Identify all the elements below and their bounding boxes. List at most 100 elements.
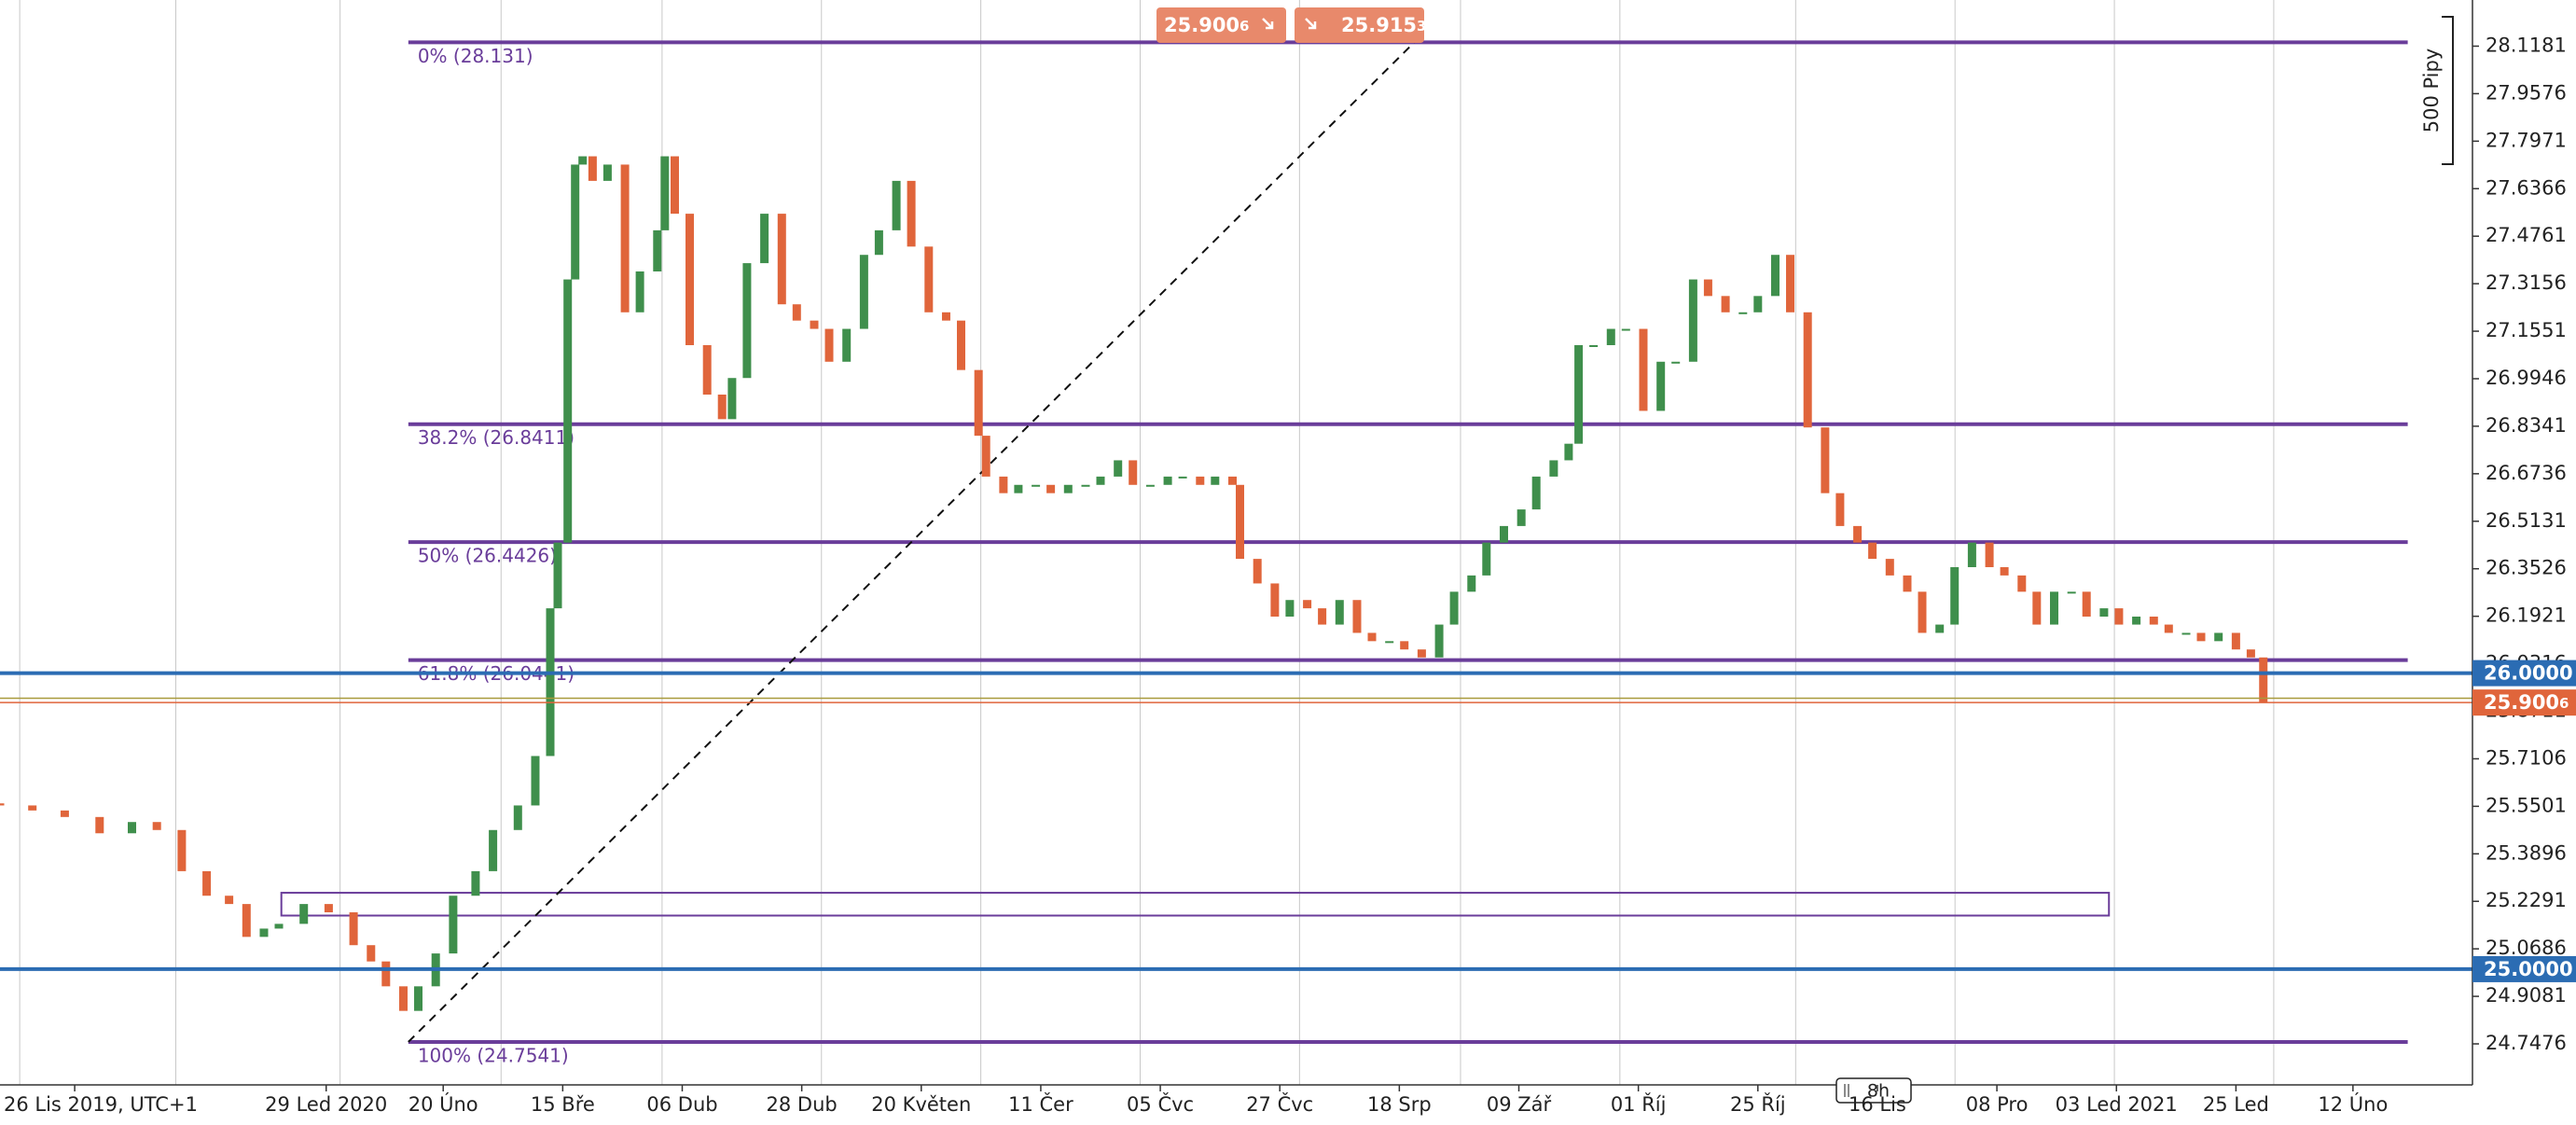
candle-body	[1285, 600, 1295, 617]
candle-body	[242, 904, 251, 938]
bid-price[interactable]: 25.9006	[1164, 14, 1249, 36]
candle-body	[2000, 566, 2009, 576]
candle-body	[414, 986, 423, 1011]
y-tick-label: 26.8341	[2486, 414, 2567, 437]
bid-axis-label-pip: 6	[2559, 695, 2569, 712]
candle-body	[874, 229, 883, 256]
candle-body	[449, 896, 458, 954]
candle-body	[1211, 476, 1220, 485]
candle-body	[28, 805, 37, 811]
timeframe-label[interactable]: 8h	[1867, 1081, 1890, 1102]
candle-body	[2149, 616, 2158, 625]
candle-body	[1564, 443, 1573, 461]
candle-body	[259, 928, 269, 938]
grip-icon	[1844, 1084, 1849, 1097]
candle-body	[1318, 608, 1327, 625]
candle-body	[588, 156, 597, 181]
candle-body	[1367, 632, 1377, 642]
y-tick-label: 28.1181	[2486, 34, 2567, 56]
bid-price-main[interactable]: 25.900	[1164, 14, 1240, 36]
y-tick-label: 25.2291	[2486, 889, 2567, 911]
candle-body	[1918, 591, 1927, 633]
candle-body	[513, 805, 522, 830]
timeframe-box[interactable]: 8h	[1835, 1077, 1912, 1104]
y-tick-label: 27.6366	[2486, 176, 2567, 199]
candle-body	[1270, 583, 1280, 617]
y-tick-label: 27.3156	[2486, 271, 2567, 294]
candle-body	[1688, 279, 1697, 362]
ask-price-pip[interactable]: 3	[1417, 18, 1426, 35]
candle-body	[2032, 591, 2042, 625]
bid-axis-label: 25.9006	[2484, 691, 2569, 714]
candle-body	[1467, 575, 1476, 592]
candle-body	[1449, 591, 1459, 625]
candle-body	[653, 229, 662, 271]
candle-body	[1014, 484, 1023, 493]
y-tick-label: 26.9946	[2486, 367, 2567, 389]
candle-body	[670, 156, 679, 215]
candle-body	[1046, 484, 1056, 493]
bid-button-bg[interactable]	[1156, 7, 1286, 43]
candle-body	[1335, 600, 1344, 625]
candle-body	[760, 214, 769, 264]
candle-body	[1589, 345, 1599, 348]
arrow-icon	[1262, 18, 1274, 30]
y-tick-label: 24.9081	[2486, 984, 2567, 1007]
bid-price-pip[interactable]: 6	[1240, 18, 1249, 35]
candle-body	[620, 164, 630, 312]
candle-body	[1985, 542, 1994, 567]
candle-body	[1967, 542, 1976, 567]
x-tick-label: 08 Pro	[1966, 1093, 2029, 1116]
candle-body	[367, 945, 376, 962]
trend-line	[408, 41, 1416, 1043]
x-tick-label: 01 Říj	[1611, 1092, 1667, 1116]
candle-body	[1950, 566, 1960, 625]
candle-body	[2132, 616, 2141, 625]
candle-body	[1163, 476, 1172, 485]
y-tick-label: 26.6736	[2486, 462, 2567, 484]
ask-price[interactable]: 25.9153	[1341, 14, 1426, 36]
ask-price-main[interactable]: 25.915	[1341, 14, 1417, 36]
candle-body	[2114, 608, 2124, 625]
fib-label: 50% (26.4426)	[418, 545, 557, 567]
candle-body	[907, 180, 916, 247]
candle-body	[1081, 484, 1090, 487]
price-line-tag	[2472, 955, 2576, 982]
x-tick-label: 18 Srp	[1367, 1093, 1432, 1116]
candle-body	[1236, 484, 1245, 560]
bid-button[interactable]: 25.9006	[1156, 7, 1286, 43]
ask-button[interactable]: 25.9153	[1295, 7, 1426, 43]
candle-body	[553, 542, 562, 609]
candle-body	[1853, 525, 1863, 543]
candle-body	[974, 369, 983, 437]
candle-body	[1352, 600, 1362, 633]
price-line-label: 25.0000	[2484, 958, 2573, 980]
candle-body	[2231, 632, 2240, 650]
pip-ruler-label: 500 Pipy	[2420, 49, 2443, 133]
candle-body	[127, 822, 136, 834]
candle-body	[1499, 525, 1508, 543]
fib-label: 38.2% (26.8411)	[418, 426, 575, 449]
price-line-label: 26.0000	[2484, 662, 2573, 685]
candle-body	[299, 904, 309, 924]
timeframe-frame[interactable]	[1835, 1077, 1912, 1104]
x-tick-label: 12 Úno	[2318, 1092, 2388, 1116]
candle-body	[531, 756, 540, 806]
candle-body	[1482, 542, 1491, 576]
candle-body	[1574, 345, 1584, 444]
fib-label: 100% (24.7541)	[418, 1044, 569, 1066]
plot: 0% (28.131)38.2% (26.8411)50% (26.4426)6…	[0, 40, 2472, 1066]
ask-button-bg[interactable]	[1295, 7, 1424, 43]
candle-body	[1145, 484, 1155, 487]
candle-body	[660, 156, 670, 230]
candle-body	[1253, 559, 1262, 584]
candle-body	[578, 156, 588, 165]
candle-body	[1885, 559, 1894, 576]
y-tick-label: 27.7971	[2486, 129, 2567, 151]
candle-body	[1606, 328, 1615, 346]
bid-tag	[2472, 689, 2576, 716]
candle-body	[563, 279, 573, 543]
x-tick-label: 25 Led	[2203, 1093, 2269, 1116]
candle-body	[1129, 460, 1138, 485]
